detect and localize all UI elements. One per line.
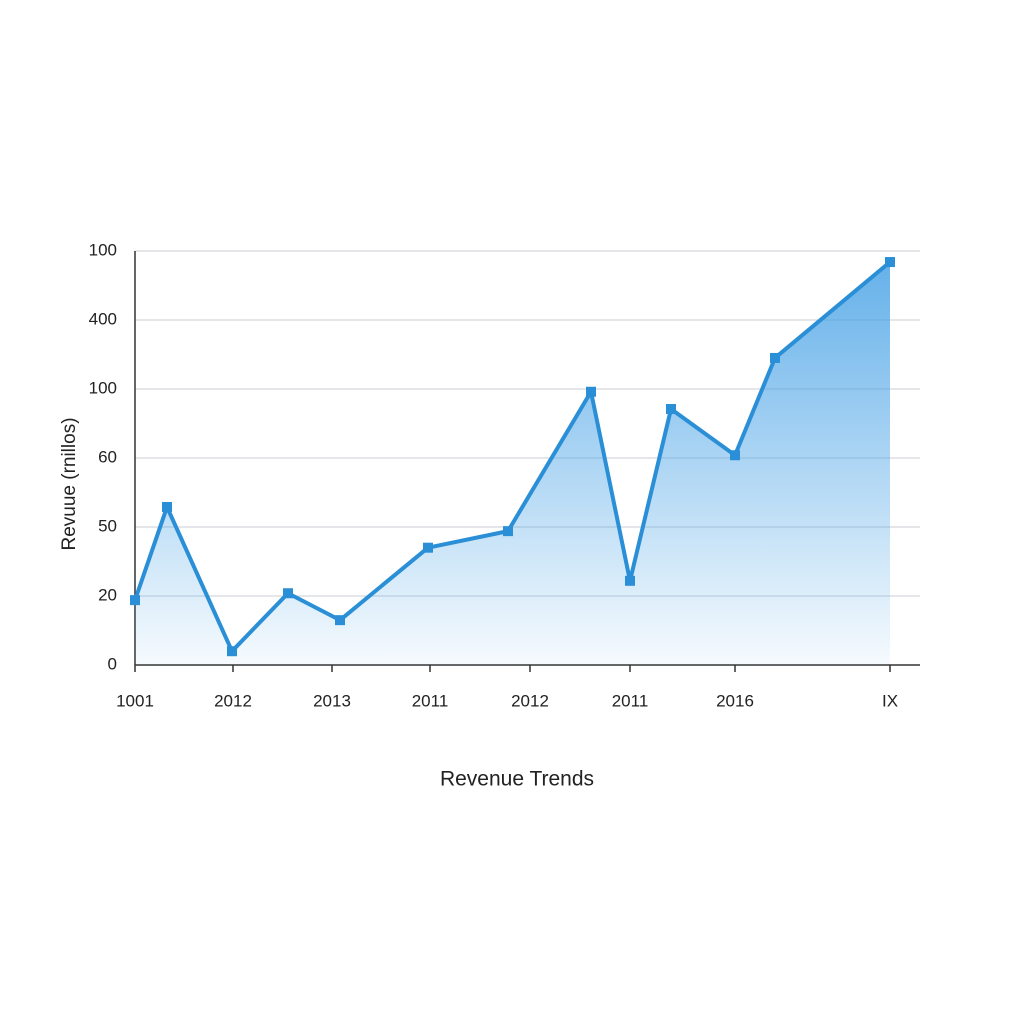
- x-tick-label: 2011: [412, 691, 449, 710]
- point: [666, 404, 676, 415]
- x-tick-label: 1001: [116, 691, 154, 710]
- point: [423, 542, 433, 553]
- point: [625, 575, 635, 586]
- x-tick-label: 2012: [511, 691, 549, 710]
- point: [730, 450, 740, 461]
- x-tick-label: IX: [882, 691, 898, 710]
- point: [283, 588, 293, 599]
- x-tick-label: 2012: [214, 691, 252, 710]
- point: [335, 615, 345, 626]
- point: [227, 646, 237, 657]
- point: [503, 526, 513, 537]
- y-tick-label: 100: [89, 378, 117, 397]
- x-tick-label: 2013: [313, 691, 351, 710]
- y-tick-label: 400: [89, 309, 117, 328]
- y-tick-label: 0: [108, 654, 117, 673]
- x-tick-label: 2011: [612, 691, 649, 710]
- point: [162, 501, 172, 512]
- x-tick-label: 2016: [716, 691, 754, 710]
- y-tick-label: 100: [89, 240, 117, 259]
- point: [770, 352, 780, 363]
- point: [885, 257, 895, 268]
- point: [586, 386, 596, 397]
- y-tick-label: 60: [98, 447, 117, 466]
- point: [130, 595, 140, 606]
- y-tick-label: 20: [98, 585, 117, 604]
- chart-title: Revenue Trends: [440, 768, 594, 791]
- area-fill: [135, 262, 890, 665]
- y-tick-label: 50: [98, 516, 117, 535]
- y-axis-title: Revuue (rnillos): [59, 417, 80, 550]
